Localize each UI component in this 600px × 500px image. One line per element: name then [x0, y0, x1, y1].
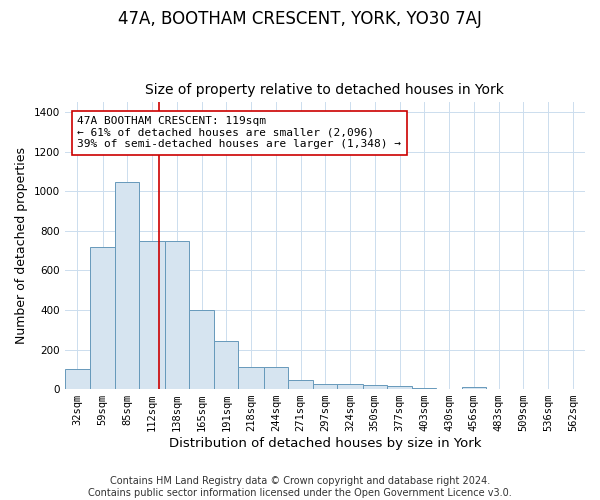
Text: 47A, BOOTHAM CRESCENT, YORK, YO30 7AJ: 47A, BOOTHAM CRESCENT, YORK, YO30 7AJ: [118, 10, 482, 28]
Title: Size of property relative to detached houses in York: Size of property relative to detached ho…: [145, 83, 504, 97]
Bar: [65, 370, 90, 389]
Bar: [387, 386, 412, 389]
Y-axis label: Number of detached properties: Number of detached properties: [15, 147, 28, 344]
Bar: [461, 386, 486, 389]
Bar: [288, 380, 313, 389]
X-axis label: Distribution of detached houses by size in York: Distribution of detached houses by size …: [169, 437, 481, 450]
Bar: [115, 182, 139, 389]
Text: Contains HM Land Registry data © Crown copyright and database right 2024.
Contai: Contains HM Land Registry data © Crown c…: [88, 476, 512, 498]
Bar: [263, 368, 288, 389]
Bar: [164, 241, 189, 389]
Bar: [313, 384, 337, 389]
Bar: [189, 310, 214, 389]
Bar: [337, 384, 362, 389]
Bar: [362, 385, 387, 389]
Bar: [139, 241, 164, 389]
Bar: [238, 368, 263, 389]
Text: 47A BOOTHAM CRESCENT: 119sqm
← 61% of detached houses are smaller (2,096)
39% of: 47A BOOTHAM CRESCENT: 119sqm ← 61% of de…: [77, 116, 401, 150]
Bar: [90, 246, 115, 389]
Bar: [412, 388, 436, 389]
Bar: [214, 341, 238, 389]
